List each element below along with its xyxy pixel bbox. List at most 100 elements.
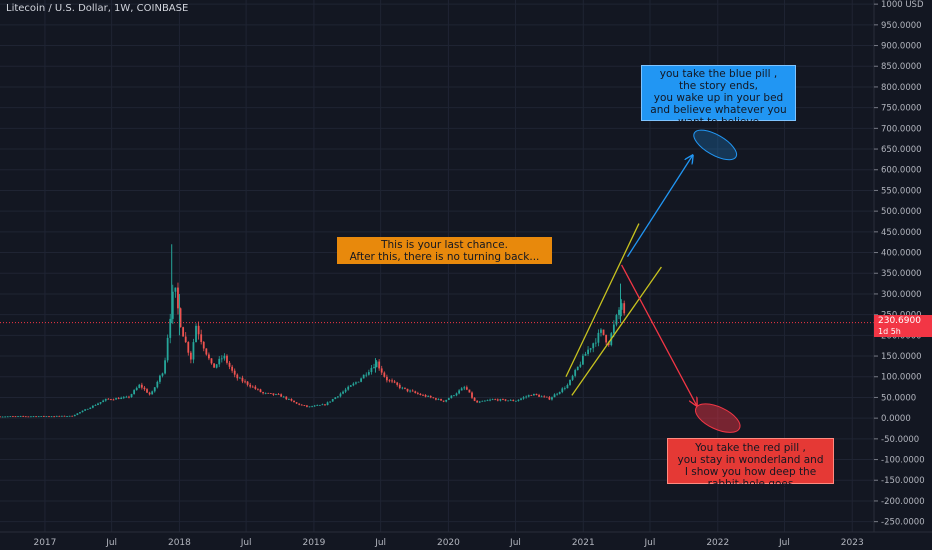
candle-body[interactable] (244, 381, 246, 383)
candle-body[interactable] (40, 416, 43, 417)
candle-body[interactable] (432, 397, 435, 399)
candle-body[interactable] (388, 380, 391, 382)
wedge-lower-line[interactable] (571, 266, 662, 396)
candle-body[interactable] (218, 358, 221, 365)
orange-note[interactable]: This is your last chance. After this, th… (337, 237, 552, 264)
candle-body[interactable] (527, 395, 530, 397)
wedge-upper-line[interactable] (565, 223, 640, 378)
candle-body[interactable] (566, 384, 569, 389)
candle-body[interactable] (306, 405, 308, 407)
candle-body[interactable] (208, 354, 210, 359)
candle-body[interactable] (192, 342, 195, 360)
candle-body[interactable] (280, 394, 283, 397)
candle-body[interactable] (563, 388, 566, 389)
candle-body[interactable] (561, 388, 564, 393)
candle-body[interactable] (471, 392, 473, 398)
candle-body[interactable] (290, 399, 293, 401)
candle-body[interactable] (463, 387, 466, 389)
candle-body[interactable] (246, 381, 249, 385)
candle-body[interactable] (313, 405, 316, 407)
candle-body[interactable] (146, 389, 148, 393)
candle-body[interactable] (81, 410, 84, 413)
candle-body[interactable] (251, 386, 254, 388)
candle-body[interactable] (458, 390, 461, 394)
candle-body[interactable] (398, 384, 401, 388)
candle-body[interactable] (468, 389, 471, 393)
candle-body[interactable] (236, 374, 239, 379)
candle-body[interactable] (267, 392, 270, 394)
candle-body[interactable] (110, 399, 112, 400)
candle-body[interactable] (71, 415, 74, 417)
candle-body[interactable] (6, 416, 9, 418)
candle-body[interactable] (460, 388, 463, 391)
candle-body[interactable] (275, 394, 277, 395)
candle-body[interactable] (584, 353, 587, 356)
candle-body[interactable] (22, 416, 25, 417)
candle-body[interactable] (148, 392, 151, 395)
candle-body[interactable] (512, 400, 515, 401)
candle-body[interactable] (427, 396, 430, 397)
candle-body[interactable] (522, 397, 525, 399)
candle-body[interactable] (504, 399, 507, 401)
candle-body[interactable] (171, 291, 174, 319)
candle-body[interactable] (298, 403, 301, 405)
candle-body[interactable] (231, 366, 234, 371)
candle-body[interactable] (86, 408, 89, 410)
time-axis[interactable]: 2017 Jul 2018 Jul 2019 Jul 2020 Jul 2021 Jul 2022 J… (0, 531, 932, 548)
candle-body[interactable] (24, 416, 27, 418)
candle-body[interactable] (587, 349, 589, 354)
candle-body[interactable] (406, 388, 409, 392)
candle-body[interactable] (104, 398, 107, 401)
price-axis[interactable]: 1000 USD 950.0000 900.0000 850.0000 800.0000… (873, 0, 932, 550)
red-note[interactable]: You take the red pill , you stay in wond… (667, 438, 834, 490)
candle-body[interactable] (37, 416, 40, 418)
candle-body[interactable] (569, 379, 571, 385)
candle-body[interactable] (592, 343, 595, 349)
candle-body[interactable] (582, 355, 584, 365)
candle-body[interactable] (169, 318, 172, 338)
candle-body[interactable] (318, 405, 321, 406)
candle-body[interactable] (525, 396, 528, 398)
candle-body[interactable] (223, 355, 226, 359)
red-pill-ellipse[interactable] (691, 398, 744, 438)
candle-body[interactable] (450, 395, 453, 399)
candle-body[interactable] (14, 416, 17, 418)
candle-body[interactable] (215, 364, 218, 368)
candle-body[interactable] (491, 399, 494, 401)
candle-body[interactable] (27, 416, 30, 418)
candle-body[interactable] (620, 303, 623, 310)
candle-body[interactable] (135, 387, 138, 391)
candle-body[interactable] (117, 398, 120, 400)
candle-body[interactable] (602, 329, 605, 335)
candle-body[interactable] (58, 415, 61, 417)
candle-body[interactable] (615, 315, 618, 325)
candle-body[interactable] (241, 377, 244, 382)
candle-body[interactable] (391, 380, 393, 382)
candle-body[interactable] (378, 361, 381, 369)
candle-body[interactable] (17, 416, 19, 418)
candle-body[interactable] (355, 382, 357, 384)
candle-body[interactable] (316, 405, 319, 406)
candle-body[interactable] (489, 399, 491, 401)
candle-body[interactable] (11, 416, 14, 418)
candle-body[interactable] (571, 375, 574, 380)
candle-body[interactable] (574, 370, 577, 376)
candlestick-series[interactable] (0, 244, 626, 418)
candle-body[interactable] (502, 399, 504, 400)
candle-body[interactable] (295, 402, 298, 404)
candle-body[interactable] (184, 336, 187, 343)
candle-body[interactable] (197, 325, 200, 335)
candle-body[interactable] (287, 399, 290, 400)
candle-body[interactable] (50, 416, 53, 418)
candle-body[interactable] (365, 374, 368, 376)
candle-body[interactable] (514, 400, 517, 402)
candle-body[interactable] (226, 355, 228, 363)
candle-body[interactable] (174, 287, 177, 292)
candle-body[interactable] (4, 416, 7, 418)
candle-body[interactable] (551, 397, 553, 400)
candle-body[interactable] (179, 308, 182, 328)
candle-body[interactable] (509, 400, 512, 401)
candle-body[interactable] (422, 394, 424, 396)
candle-body[interactable] (120, 397, 123, 400)
candle-body[interactable] (600, 329, 602, 333)
